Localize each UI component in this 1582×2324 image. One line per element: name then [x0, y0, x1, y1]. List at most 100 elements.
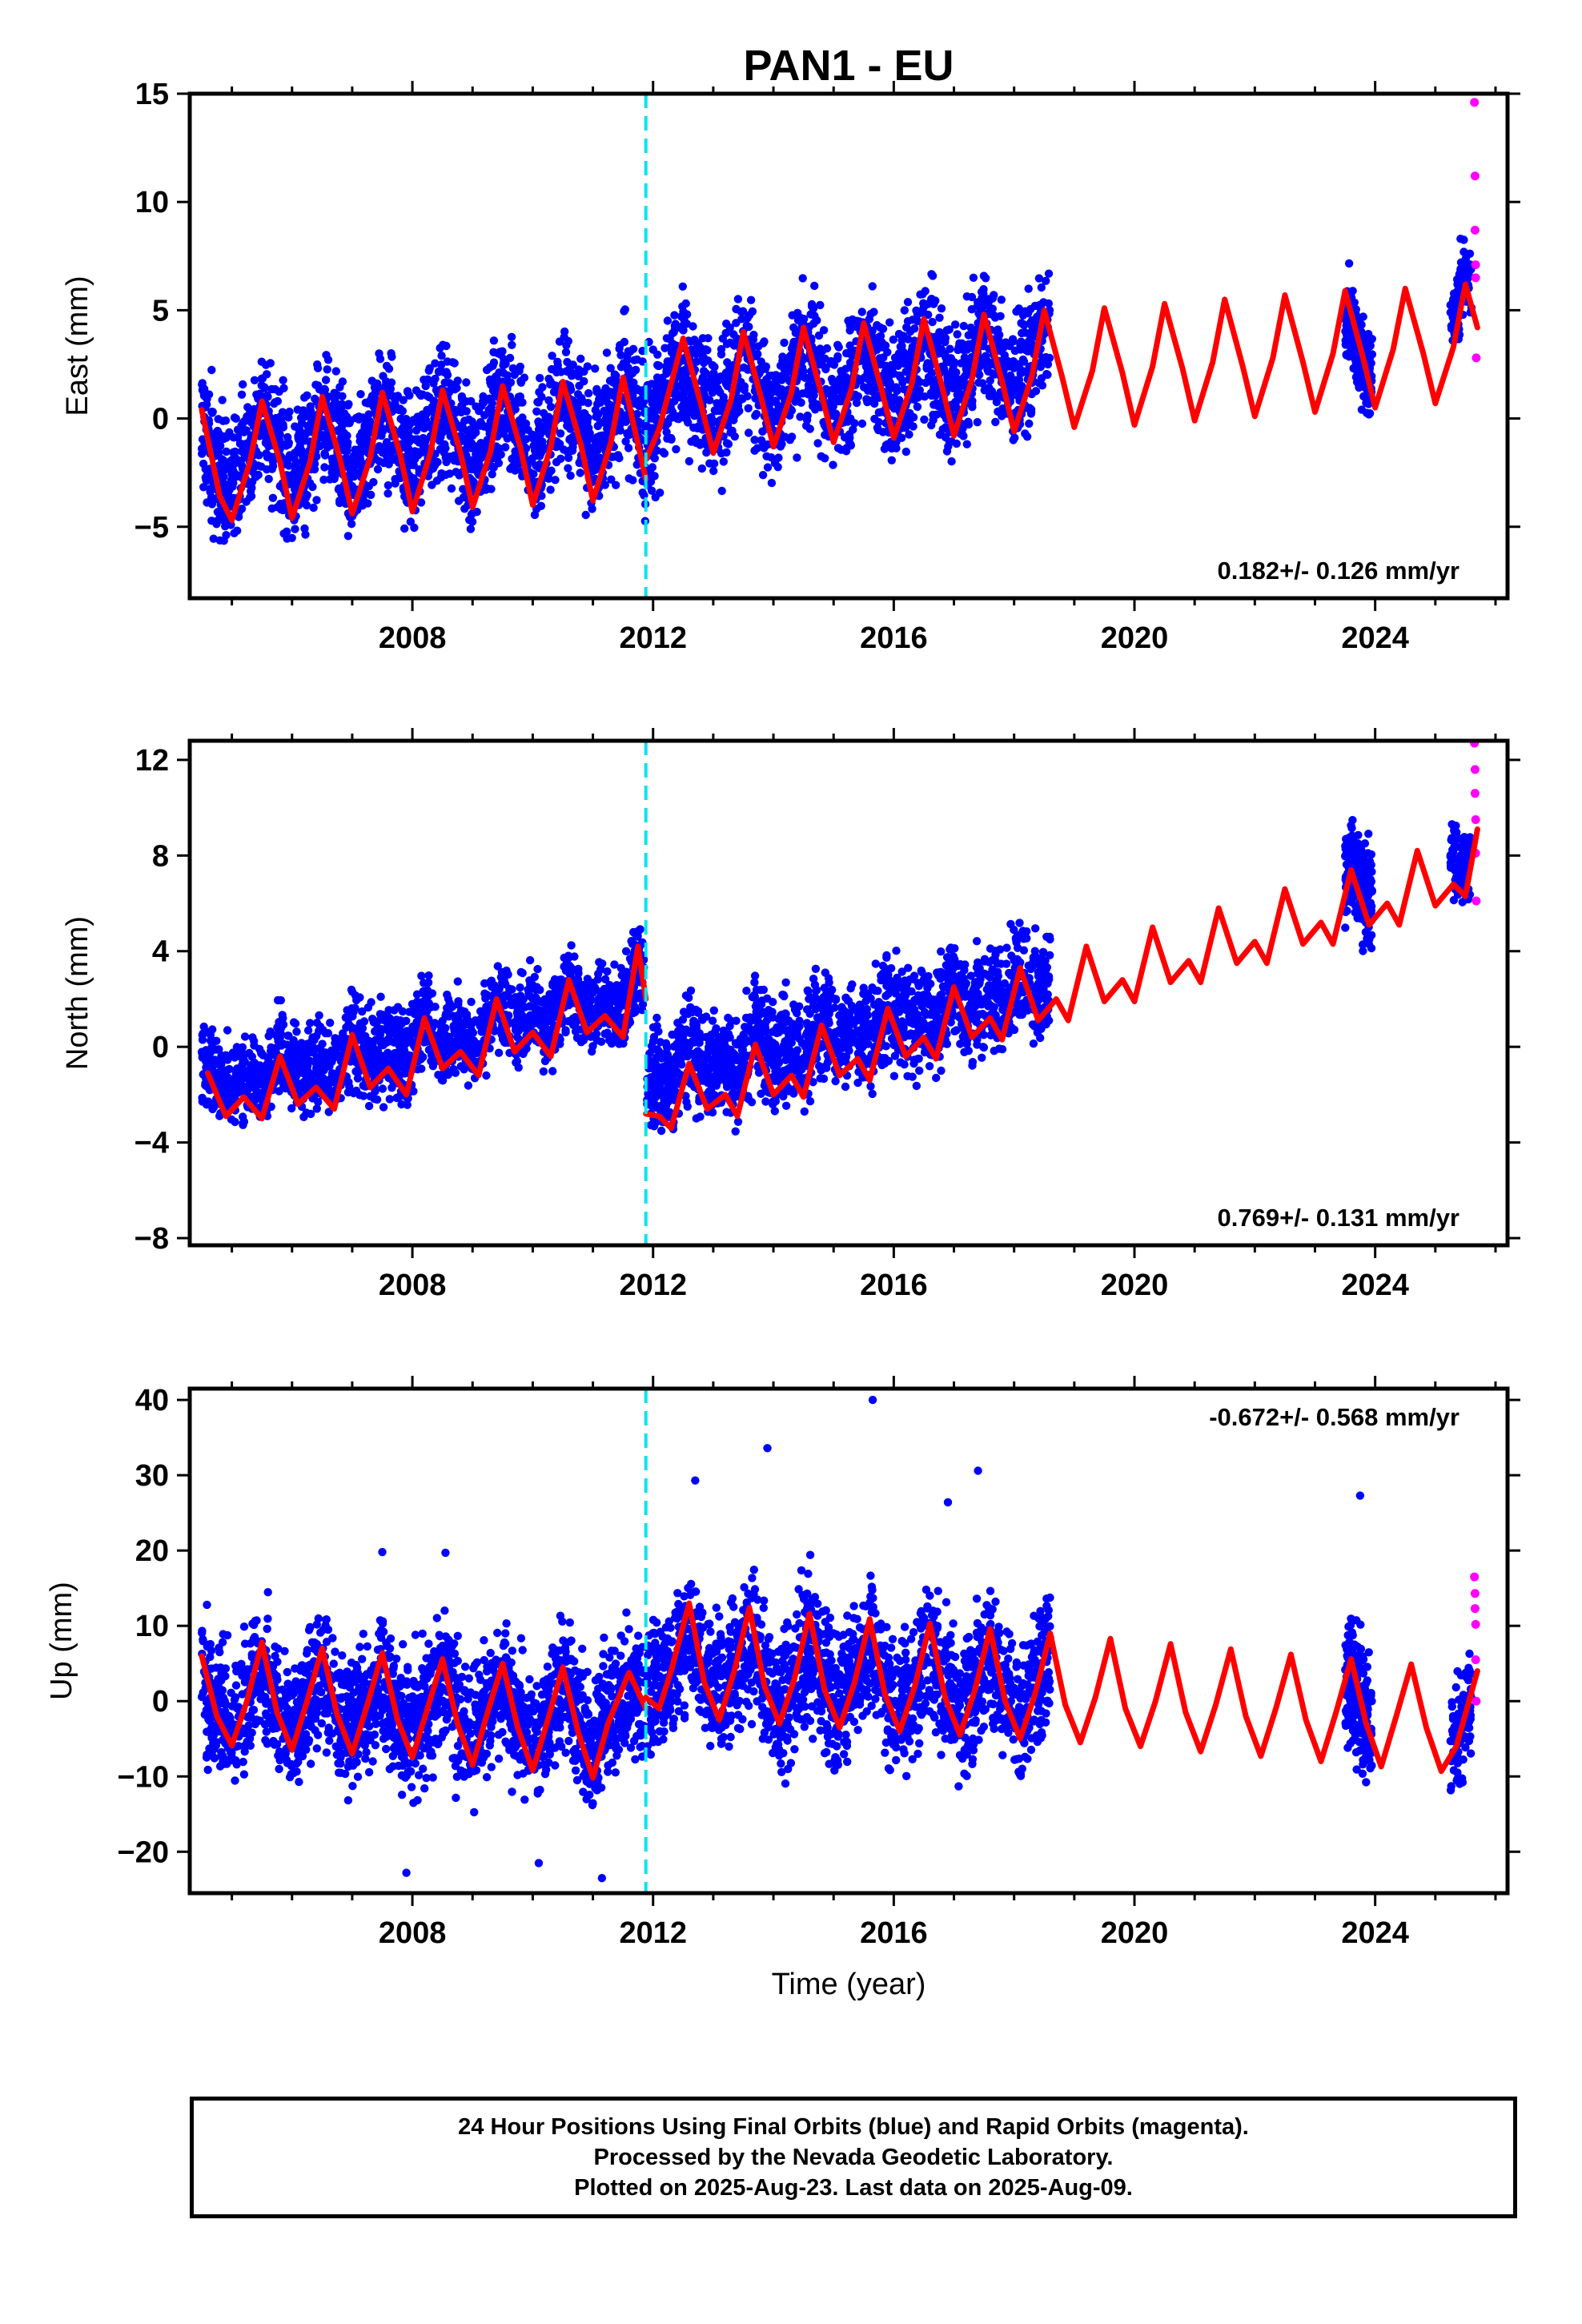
final-point: [834, 343, 843, 352]
final-point: [534, 417, 543, 426]
final-point: [647, 486, 656, 495]
final-point: [862, 371, 872, 380]
final-point: [1008, 335, 1018, 344]
final-point: [300, 393, 309, 402]
final-point: [810, 312, 819, 320]
final-point: [431, 359, 440, 368]
final-point: [1003, 377, 1012, 386]
final-point: [312, 1104, 321, 1113]
final-point: [262, 439, 271, 448]
y-tick-label: 0: [152, 403, 169, 436]
final-point: [291, 525, 299, 533]
final-point: [506, 378, 516, 387]
final-point: [1449, 308, 1458, 316]
final-point: [692, 349, 701, 359]
final-point: [919, 299, 928, 308]
final-point: [553, 357, 562, 366]
final-point: [1045, 353, 1054, 363]
final-point: [768, 396, 777, 405]
final-point: [482, 422, 491, 431]
final-point: [929, 416, 938, 424]
final-point: [876, 332, 885, 340]
final-point: [433, 457, 442, 467]
final-point: [563, 421, 572, 430]
final-point: [874, 425, 883, 435]
final-point: [868, 282, 877, 291]
final-point: [243, 403, 252, 412]
final-point: [829, 377, 837, 387]
final-point: [689, 322, 697, 331]
final-point: [632, 460, 641, 469]
final-point: [629, 378, 638, 387]
final-point: [780, 338, 789, 348]
final-point: [921, 287, 930, 296]
final-point: [845, 341, 854, 350]
final-point: [805, 424, 814, 433]
final-point: [334, 408, 343, 417]
final-point: [305, 479, 315, 488]
final-point: [918, 306, 927, 315]
final-point: [942, 326, 951, 335]
final-point: [198, 380, 207, 389]
final-point: [807, 383, 816, 392]
final-point: [897, 352, 906, 361]
final-point: [287, 1104, 296, 1113]
final-point: [822, 344, 832, 353]
final-point: [314, 381, 323, 390]
final-point: [364, 1101, 374, 1111]
y-tick-label: 5: [152, 294, 169, 328]
final-point: [938, 333, 946, 342]
final-point: [677, 402, 686, 412]
final-point: [616, 351, 625, 360]
final-point: [536, 373, 544, 383]
final-point: [501, 443, 510, 452]
final-point: [426, 407, 436, 416]
final-point: [343, 532, 353, 541]
final-point: [326, 475, 335, 484]
final-point: [666, 343, 675, 352]
final-point: [511, 447, 520, 456]
final-point: [890, 353, 900, 362]
final-point: [234, 513, 243, 521]
final-point: [723, 358, 732, 367]
final-point: [378, 1084, 387, 1093]
final-point: [682, 415, 691, 424]
final-point: [323, 356, 333, 364]
final-point: [900, 306, 909, 315]
final-point: [962, 440, 972, 448]
final-point: [876, 323, 885, 332]
final-point: [1014, 376, 1024, 384]
final-point: [1023, 309, 1033, 318]
final-point: [969, 273, 978, 282]
final-point: [904, 335, 913, 344]
final-point: [243, 412, 251, 421]
final-point: [546, 402, 556, 412]
final-point: [445, 469, 454, 478]
final-point: [903, 298, 913, 307]
final-point: [521, 444, 531, 453]
final-point: [263, 465, 271, 474]
final-point: [778, 352, 787, 361]
final-point: [777, 385, 786, 394]
final-point: [212, 1036, 221, 1046]
final-point: [721, 368, 731, 377]
final-point: [833, 444, 843, 452]
final-point: [455, 471, 464, 480]
final-point: [689, 408, 698, 417]
final-point: [239, 419, 247, 428]
final-point: [743, 314, 752, 323]
final-point: [711, 407, 721, 416]
final-point: [404, 436, 413, 444]
final-point: [453, 977, 462, 986]
final-point: [912, 306, 921, 315]
final-point: [485, 363, 495, 372]
final-point: [994, 333, 1002, 342]
rapid-point: [1470, 98, 1480, 107]
final-point: [387, 378, 396, 387]
final-point: [596, 432, 604, 440]
final-point: [421, 381, 430, 391]
final-point: [233, 526, 242, 535]
final-point: [535, 426, 544, 435]
final-point: [492, 983, 500, 992]
